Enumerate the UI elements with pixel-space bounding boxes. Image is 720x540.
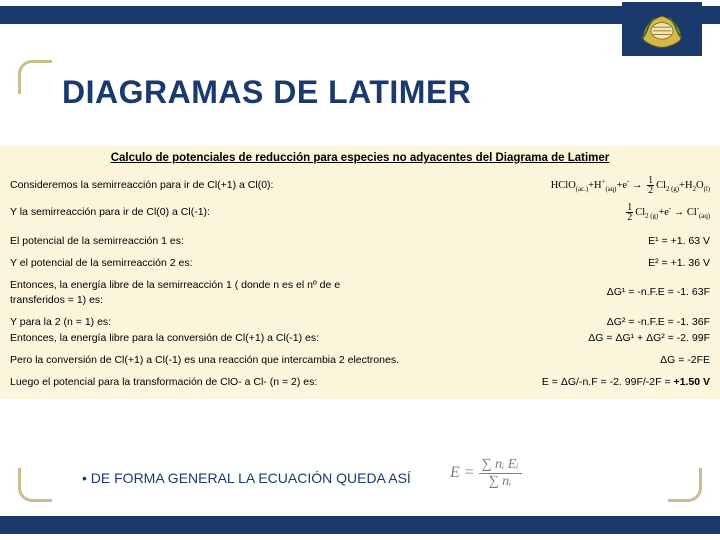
corner-bottom-right [668, 468, 702, 502]
logo-badge [622, 2, 702, 56]
general-bullet: • DE FORMA GENERAL LA ECUACIÓN QUEDA ASÍ [82, 470, 411, 486]
corner-top-left [18, 60, 52, 94]
value-e2: E² = +1. 36 V [648, 256, 710, 270]
value-final-e: E = ΔG/-n.F = -2. 99F/-2F = +1.50 V [542, 375, 710, 389]
top-accent-bar [0, 6, 720, 24]
content-panel: Calculo de potenciales de reducción para… [0, 146, 720, 399]
row-e1: El potencial de la semirreacción 1 es: E… [10, 234, 710, 248]
row-final-e: Luego el potencial para la transformació… [10, 375, 710, 389]
text: Luego el potencial para la transformació… [10, 375, 542, 389]
text: Consideremos la semirreacción para ir de… [10, 178, 551, 192]
row-dg2: Y para la 2 (n = 1) es: ΔG² = -n.F.E = -… [10, 315, 710, 329]
row-semirreaccion-1: Consideremos la semirreacción para ir de… [10, 176, 710, 195]
value-2fe: ΔG = -2FE [660, 353, 710, 367]
row-dg-sum: Entonces, la energía libre para la conve… [10, 331, 710, 345]
row-dg1: Entonces, la energía libre de la semirre… [10, 278, 710, 306]
equation-2: 12Cl2 (g)+e- → Cl-(aq) [624, 203, 710, 222]
general-formula: E = ∑ nᵢ Eᵢ ∑ nᵢ [450, 458, 522, 489]
text: El potencial de la semirreacción 1 es: [10, 234, 648, 248]
row-semirreaccion-2: Y la semirreacción para ir de Cl(0) a Cl… [10, 203, 710, 222]
value-e1: E¹ = +1. 63 V [648, 234, 710, 248]
text: Y para la 2 (n = 1) es: [10, 315, 607, 329]
page-title: DIAGRAMAS DE LATIMER [62, 74, 471, 111]
panel-subheading: Calculo de potenciales de reducción para… [10, 152, 710, 164]
text: Y la semirreacción para ir de Cl(0) a Cl… [10, 205, 624, 219]
bottom-accent-bar [0, 516, 720, 534]
corner-bottom-left [18, 468, 52, 502]
text: Entonces, la energía libre para la conve… [10, 331, 588, 345]
value-dg-sum: ΔG = ΔG¹ + ΔG² = -2. 99F [588, 331, 710, 345]
crest-icon [634, 7, 690, 51]
text: Pero la conversión de Cl(+1) a Cl(-1) es… [10, 353, 660, 367]
equation-1: HClO(ac.)+H+(aq)+e- → 12Cl2 (g)+H2O(l) [551, 176, 710, 195]
text: Y el potencial de la semirreacción 2 es: [10, 256, 648, 270]
row-2e: Pero la conversión de Cl(+1) a Cl(-1) es… [10, 353, 710, 367]
row-e2: Y el potencial de la semirreacción 2 es:… [10, 256, 710, 270]
value-dg1: ΔG¹ = -n.F.E = -1. 63F [607, 285, 710, 299]
value-dg2: ΔG² = -n.F.E = -1. 36F [607, 315, 710, 329]
text: Entonces, la energía libre de la semirre… [10, 278, 390, 306]
